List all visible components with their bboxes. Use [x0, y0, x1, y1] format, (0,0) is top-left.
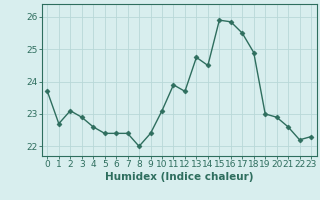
X-axis label: Humidex (Indice chaleur): Humidex (Indice chaleur) [105, 172, 253, 182]
